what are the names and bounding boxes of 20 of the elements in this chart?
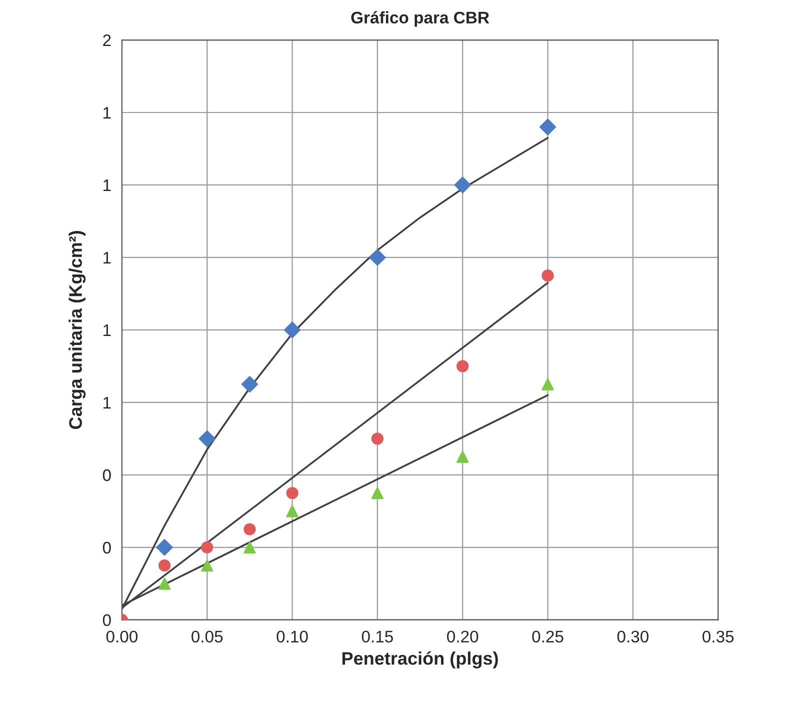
x-tick-label: 0.25 <box>532 630 564 643</box>
y-tick-label: 0 <box>102 542 111 554</box>
x-tick-label: 0.20 <box>447 630 478 643</box>
y-tick-label: 2 <box>103 34 111 46</box>
y-axis-title: Carga unitaria (Kg/cm²) <box>68 231 86 430</box>
y-tick-label: 1 <box>104 396 111 408</box>
x-tick-label: 0.15 <box>362 630 393 643</box>
y-tick-label: 0 <box>102 614 111 626</box>
x-tick-label: 0.35 <box>702 630 734 643</box>
x-tick-label: 0.00 <box>106 630 138 643</box>
y-tick-label: 1 <box>104 180 111 192</box>
x-axis-title: Penetración (plgs) <box>342 651 498 668</box>
x-tick-label: 0.05 <box>192 630 223 643</box>
y-tick-label: 1 <box>104 252 111 264</box>
x-tick-label: 0.30 <box>617 630 648 643</box>
x-tick-label: 0.10 <box>276 630 308 643</box>
y-tick-label: 0 <box>102 469 111 482</box>
y-tick-label: 1 <box>104 324 111 336</box>
y-tick-label: 1 <box>104 107 111 119</box>
chart-title: Gráfico para CBR <box>351 11 490 27</box>
